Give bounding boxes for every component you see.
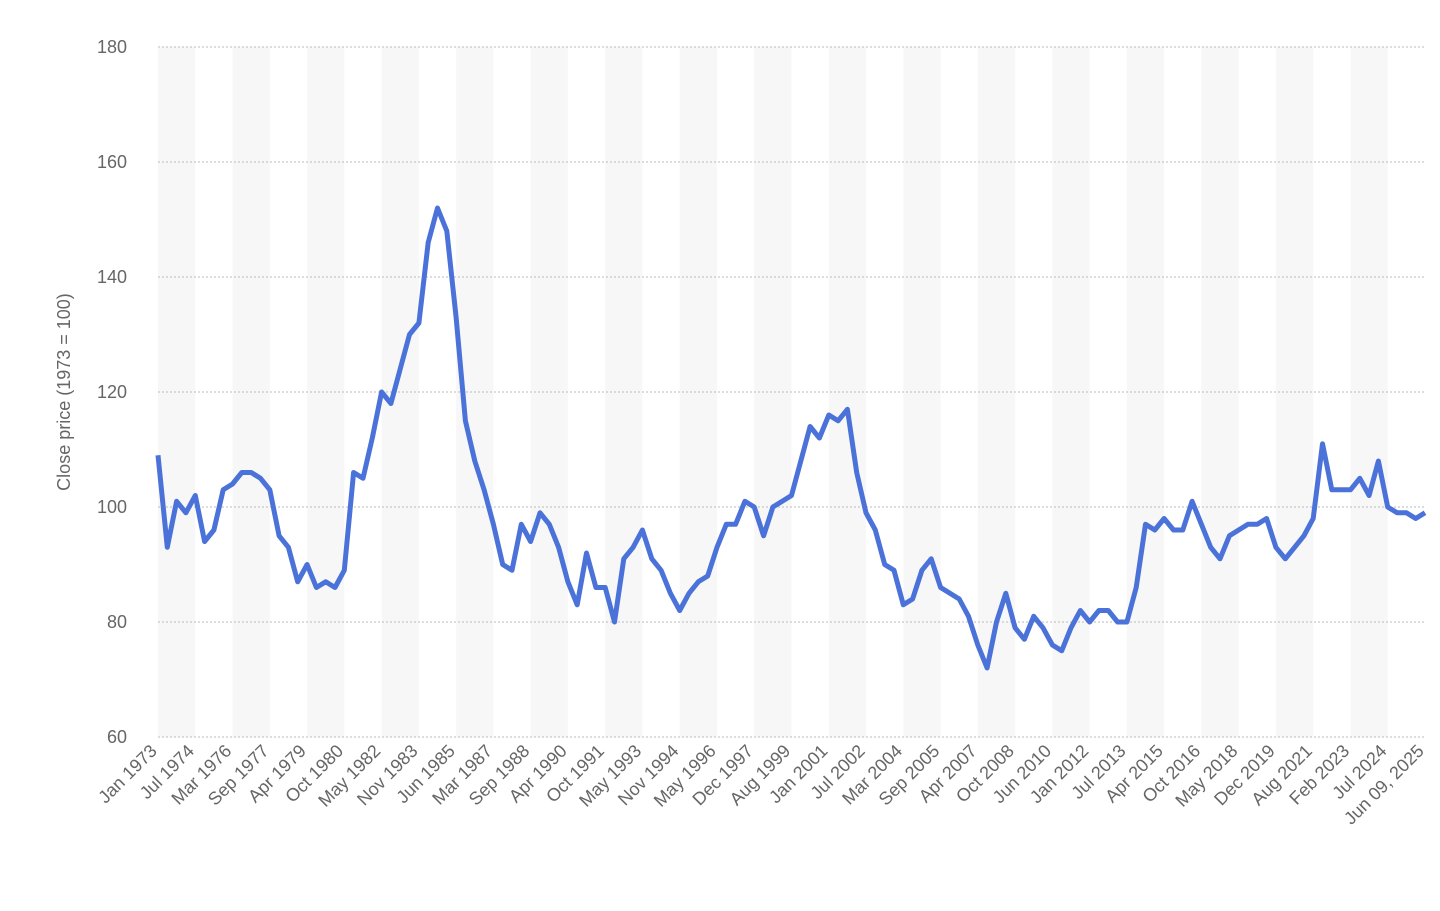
y-tick-label: 180: [97, 37, 127, 57]
y-tick-label: 80: [107, 612, 127, 632]
y-tick-label: 60: [107, 727, 127, 747]
band: [158, 47, 196, 737]
y-tick-label: 140: [97, 267, 127, 287]
band: [1126, 47, 1165, 737]
y-tick-label: 100: [97, 497, 127, 517]
y-axis-label: Close price (1973 = 100): [54, 293, 74, 491]
band: [530, 47, 568, 737]
band: [754, 47, 792, 737]
y-tick-label: 160: [97, 152, 127, 172]
y-tick-label: 120: [97, 382, 127, 402]
band: [1350, 47, 1388, 737]
line: [155, 205, 1427, 671]
